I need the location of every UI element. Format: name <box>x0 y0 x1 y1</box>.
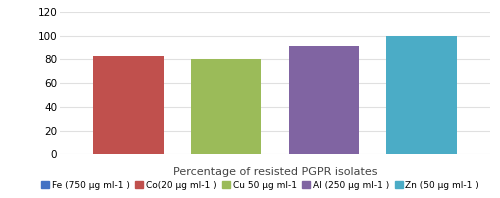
Bar <box>386 36 457 154</box>
Text: Percentage of resisted PGPR isolates: Percentage of resisted PGPR isolates <box>173 167 378 177</box>
Bar <box>288 46 359 154</box>
Bar <box>93 56 164 154</box>
Bar <box>191 59 262 154</box>
Legend: Fe (750 μg ml-1 ), Co(20 μg ml-1 ), Cu 50 μg ml-1, Al (250 μg ml-1 ), Zn (50 μg : Fe (750 μg ml-1 ), Co(20 μg ml-1 ), Cu 5… <box>37 177 483 193</box>
